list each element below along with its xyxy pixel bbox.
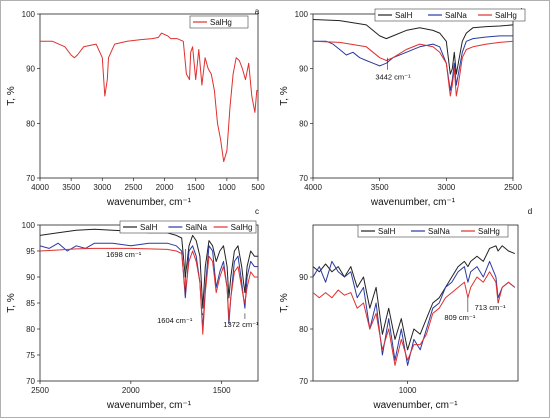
x-tick-label-a: 4000 [31,183,49,192]
annotation-c-2: 1372 cm⁻¹ [223,320,259,329]
y-tick-label-a: 90 [26,65,35,74]
x-tick-label-c: 2500 [31,386,49,395]
plot-area-c [39,224,259,382]
plot-area-d [312,224,519,382]
y-tick-label-c: 95 [26,247,35,256]
series-line-c-salhg [40,247,258,335]
legend-label-d-salh: SalH [378,227,396,236]
annotation-d-1: 713 cm⁻¹ [475,303,507,312]
legend-label-b-salhg: SalHg [495,11,517,20]
y-tick-label-c: 70 [26,377,35,386]
x-tick-label-a: 2500 [125,183,143,192]
y-axis-label-c: T, % [6,293,17,313]
annotation-c-1: 1604 cm⁻¹ [157,316,193,325]
plot-area-b [312,13,514,179]
series-line-b-salh [313,19,513,75]
y-tick-label-a: 100 [22,10,36,19]
x-tick-label-a: 3000 [93,183,111,192]
y-axis-label-a: T, % [6,86,17,106]
y-tick-label-a: 80 [26,119,35,128]
legend-label-c-salna: SalNa [185,223,207,232]
x-axis-label-c: wavenumber, cm⁻¹ [106,400,192,411]
x-tick-label-a: 1000 [218,183,236,192]
panel-c: 2500 2000 1500 70 75 80 85 90 95 100 wavenumber, c… [6,207,259,411]
x-axis-label-a: wavenumber, cm⁻¹ [106,197,192,208]
y-tick-label-d: 70 [299,377,308,386]
legend-label-b-salna: SalNa [445,11,467,20]
legend-c: SalH SalNa SalHg [119,220,257,234]
panel-a: 4000 3500 3000 2500 2000 1500 1000 500 70 80 90 100… [6,7,265,208]
y-tick-label-c: 90 [26,273,35,282]
legend-label-b-salh: SalH [395,11,413,20]
legend-label-d-salhg: SalHg [478,227,500,236]
legend-a: SalHg [189,15,249,29]
panel-b: 4000 3500 3000 2500 70 80 90 100 wavenumber, cm⁻… [279,7,526,208]
y-tick-label-d: 90 [299,273,308,282]
series-line-a-salhg [40,32,258,163]
legend-label-d-salna: SalNa [428,227,450,236]
series-line-b-salhg [313,40,513,97]
x-tick-label-a: 2000 [156,183,174,192]
legend-box-c [119,220,257,234]
series-line-d-salh [313,245,515,351]
legend-label-c-salhg: SalHg [231,223,253,232]
x-tick-label-a: 500 [251,183,265,192]
legend-label-c-salh: SalH [140,223,158,232]
y-axis-label-d: T, % [279,293,290,313]
x-tick-label-c: 1500 [213,386,231,395]
y-tick-label-c: 85 [26,299,35,308]
legend-box-d [357,224,509,238]
x-tick-label-b: 4000 [304,183,322,192]
series-line-d-salna [313,260,516,366]
legend-d: SalH SalNa SalHg [357,224,509,238]
panel-letter-a: a [255,7,260,16]
y-tick-label-a: 70 [26,174,35,183]
y-axis-label-b: T, % [279,86,290,106]
y-tick-label-c: 80 [26,325,35,334]
y-tick-label-d: 80 [299,325,308,334]
x-tick-label-b: 2500 [504,183,522,192]
panel-letter-c: c [255,207,259,216]
x-tick-label-a: 1500 [187,183,205,192]
y-tick-label-b: 90 [299,65,308,74]
annotation-b-0: 3442 cm⁻¹ [375,73,411,82]
panel-letter-d: d [528,207,532,216]
x-tick-label-c: 2000 [122,386,140,395]
x-axis-label-b: wavenumber, cm⁻¹ [370,197,456,208]
y-tick-label-c: 75 [26,351,35,360]
x-tick-label-a: 3500 [62,183,80,192]
legend-box-a [189,15,249,29]
legend-b: SalH SalNa SalHg [374,8,526,22]
series-line-d-salhg [313,271,516,366]
x-tick-label-b: 3000 [437,183,455,192]
x-tick-label-d: 1000 [399,386,417,395]
y-tick-label-b: 80 [299,119,308,128]
legend-label-a-salhg: SalHg [210,18,232,27]
y-tick-label-c: 100 [22,221,36,230]
y-tick-label-b: 70 [299,174,308,183]
annotation-d-0: 809 cm⁻¹ [444,313,476,322]
panel-d: 1000 70 80 90 wavenumber, cm⁻¹ T, % d SalH SalNa… [279,207,532,411]
legend-box-b [374,8,526,22]
annotation-c-0: 1698 cm⁻¹ [106,250,142,259]
x-tick-label-b: 3500 [371,183,389,192]
y-tick-label-b: 100 [295,10,309,19]
x-axis-label-d: wavenumber, cm⁻¹ [372,400,458,411]
